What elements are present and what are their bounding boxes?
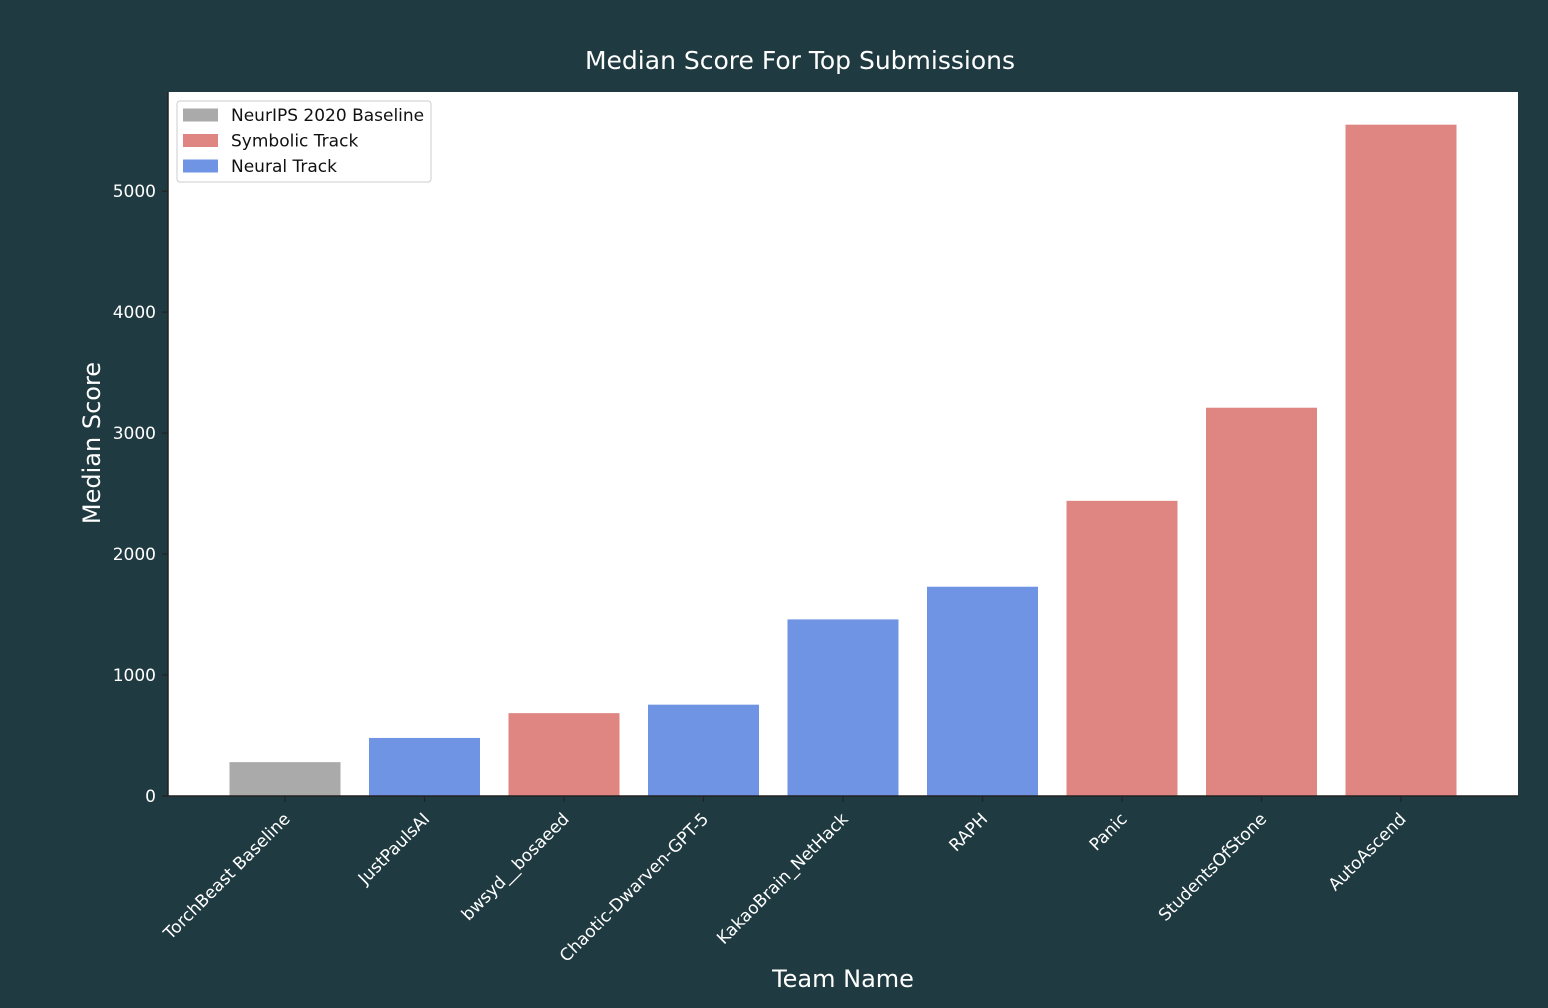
x-tick-label-5: RAPH bbox=[946, 809, 993, 856]
y-tick-label-5: 5000 bbox=[113, 182, 156, 202]
x-tick-label-4: KakaoBrain_NetHack bbox=[713, 809, 852, 948]
x-tick-label-1: JustPaulsAI bbox=[354, 809, 434, 889]
legend-label-2: Neural Track bbox=[231, 157, 337, 177]
bar-2 bbox=[508, 713, 620, 796]
y-tick-label-0: 0 bbox=[145, 787, 156, 807]
y-axis-label: Median Score bbox=[78, 362, 106, 524]
legend-swatch-2 bbox=[183, 159, 218, 173]
bar-0 bbox=[229, 762, 341, 796]
y-tick-label-3: 3000 bbox=[113, 424, 156, 444]
y-tick-label-2: 2000 bbox=[113, 545, 156, 565]
x-tick-label-8: AutoAscend bbox=[1325, 809, 1411, 895]
bar-5 bbox=[927, 586, 1038, 796]
legend-swatch-1 bbox=[183, 134, 218, 147]
x-axis-label: Team Name bbox=[771, 965, 914, 993]
x-tick-label-0: TorchBeast Baseline bbox=[159, 809, 294, 944]
legend-label-1: Symbolic Track bbox=[231, 132, 358, 152]
bar-1 bbox=[369, 737, 480, 796]
bar-4 bbox=[787, 619, 899, 796]
bar-8 bbox=[1345, 124, 1457, 796]
chart-title: Median Score For Top Submissions bbox=[585, 46, 1015, 75]
x-tick-label-7: StudentsOfStone bbox=[1155, 809, 1271, 925]
legend-swatch-0 bbox=[183, 108, 218, 122]
x-tick-label-6: Panic bbox=[1086, 809, 1132, 855]
y-tick-label-1: 1000 bbox=[113, 666, 156, 686]
bars-layer bbox=[229, 124, 1457, 796]
bar-7 bbox=[1206, 407, 1317, 796]
bar-3 bbox=[648, 704, 759, 796]
legend-label-0: NeurIPS 2020 Baseline bbox=[231, 106, 424, 126]
legend-frame bbox=[176, 100, 432, 183]
legend: NeurIPS 2020 Baseline Symbolic Track Neura… bbox=[176, 100, 432, 183]
x-tick-label-2: bwsyd__bosaeed bbox=[458, 809, 574, 925]
x-tick-label-3: Chaotic-Dwarven-GPT-5 bbox=[556, 809, 713, 966]
bar-6 bbox=[1066, 500, 1178, 796]
y-tick-label-4: 4000 bbox=[113, 303, 156, 323]
